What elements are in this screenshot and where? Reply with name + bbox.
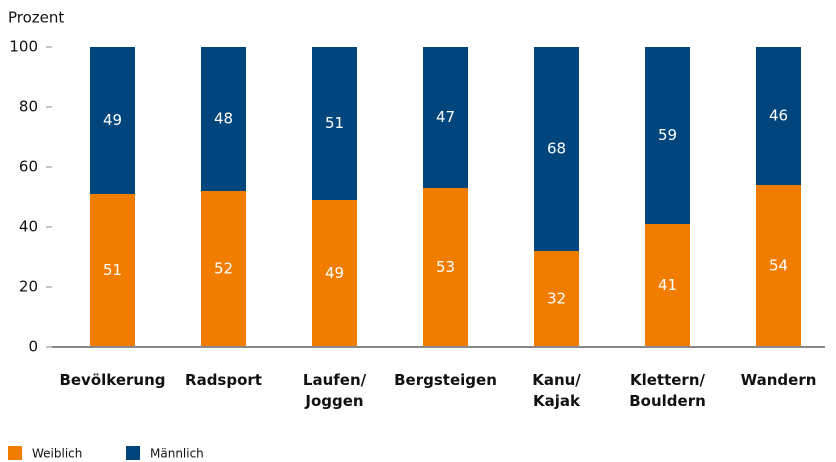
value-label: 53 xyxy=(436,258,455,276)
x-tick-label: Laufen/ Joggen xyxy=(302,371,367,410)
bar-segment xyxy=(423,47,468,188)
bar-segment xyxy=(645,224,690,347)
bar-segment xyxy=(201,47,246,191)
bar-segment xyxy=(312,200,357,347)
x-tick-label: Klettern/ Bouldern xyxy=(629,371,706,410)
value-label: 59 xyxy=(658,126,677,144)
bar-segment xyxy=(423,188,468,347)
value-label: 51 xyxy=(103,261,122,279)
y-tick-label: 40 xyxy=(19,218,38,236)
value-label: 46 xyxy=(769,107,788,125)
bar-segment xyxy=(312,47,357,200)
y-tick-label: 20 xyxy=(19,278,38,296)
value-label: 32 xyxy=(547,290,566,308)
x-tick-label: Wandern xyxy=(740,371,817,389)
value-label: 41 xyxy=(658,276,677,294)
y-tick-label: 60 xyxy=(19,158,38,176)
value-label: 54 xyxy=(769,257,788,275)
bar-segment xyxy=(756,185,801,347)
value-label: 49 xyxy=(325,264,344,282)
value-label: 68 xyxy=(547,140,566,158)
bar-segment xyxy=(90,47,135,194)
bar-segment xyxy=(756,47,801,185)
value-label: 52 xyxy=(214,260,233,278)
value-label: 49 xyxy=(103,111,122,129)
y-tick-label: 80 xyxy=(19,98,38,116)
x-tick-label: Kanu/ Kajak xyxy=(532,371,581,410)
y-tick-label: 0 xyxy=(28,338,38,356)
x-tick-label: Bevölkerung xyxy=(59,371,166,389)
bar-segment xyxy=(534,251,579,347)
value-label: 51 xyxy=(325,114,344,132)
legend-swatch xyxy=(126,446,140,460)
bar-segment xyxy=(645,47,690,224)
x-tick-label: Radsport xyxy=(185,371,262,389)
legend-label: Männlich xyxy=(150,447,204,461)
legend-swatch xyxy=(8,446,22,460)
value-label: 48 xyxy=(214,110,233,128)
x-tick-label: Bergsteigen xyxy=(394,371,497,389)
y-tick-label: 100 xyxy=(9,38,38,56)
bar-segment xyxy=(201,191,246,347)
bar-segment xyxy=(90,194,135,347)
bar-segment xyxy=(534,47,579,251)
value-label: 47 xyxy=(436,108,455,126)
y-axis-label: Prozent xyxy=(8,9,64,27)
legend-label: Weiblich xyxy=(32,447,82,461)
